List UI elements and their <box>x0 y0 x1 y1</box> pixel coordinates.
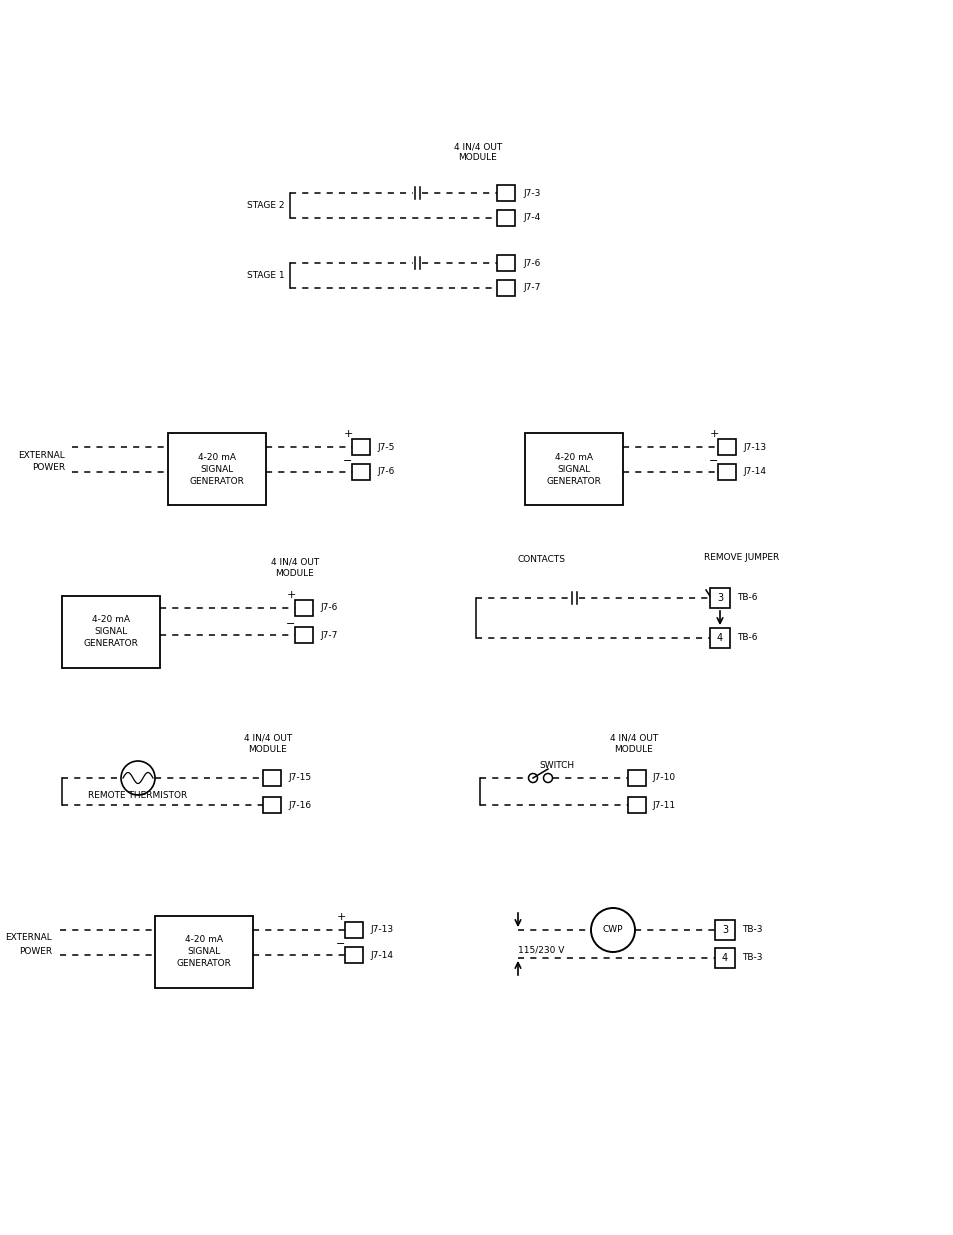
Text: GENERATOR: GENERATOR <box>84 640 138 648</box>
Text: −: − <box>709 456 718 466</box>
Text: J7-16: J7-16 <box>288 800 311 809</box>
Bar <box>497 280 515 296</box>
Text: SIGNAL: SIGNAL <box>557 464 590 473</box>
Text: J7-10: J7-10 <box>651 773 675 783</box>
Text: REMOVE JUMPER: REMOVE JUMPER <box>703 552 779 562</box>
Text: MODULE: MODULE <box>458 153 497 163</box>
Text: 115/230 V: 115/230 V <box>517 946 564 955</box>
Bar <box>352 464 370 480</box>
Bar <box>709 629 729 648</box>
Text: 3: 3 <box>717 593 722 603</box>
Bar <box>345 947 363 963</box>
Text: SIGNAL: SIGNAL <box>94 627 128 636</box>
Text: REMOTE THERMISTOR: REMOTE THERMISTOR <box>89 792 188 800</box>
Text: J7-14: J7-14 <box>742 468 765 477</box>
Text: J7-11: J7-11 <box>651 800 675 809</box>
Bar <box>352 438 370 454</box>
Bar <box>627 769 645 785</box>
Text: MODULE: MODULE <box>275 568 314 578</box>
Text: J7-13: J7-13 <box>370 925 393 935</box>
Text: +: + <box>709 429 718 438</box>
Text: GENERATOR: GENERATOR <box>546 477 600 485</box>
Text: 4 IN/4 OUT: 4 IN/4 OUT <box>454 142 501 152</box>
Text: STAGE 1: STAGE 1 <box>247 270 285 279</box>
Bar <box>714 920 734 940</box>
Text: EXTERNAL: EXTERNAL <box>6 934 52 942</box>
Bar <box>627 797 645 813</box>
Text: TB-3: TB-3 <box>741 925 761 935</box>
Bar <box>709 588 729 608</box>
Text: J7-15: J7-15 <box>288 773 311 783</box>
Bar <box>524 433 622 505</box>
Text: EXTERNAL: EXTERNAL <box>18 451 65 459</box>
Text: 4: 4 <box>717 634 722 643</box>
Text: 4: 4 <box>721 953 727 963</box>
Bar <box>714 948 734 968</box>
Text: 3: 3 <box>721 925 727 935</box>
Bar <box>294 600 313 616</box>
Text: −: − <box>343 456 353 466</box>
Text: SIGNAL: SIGNAL <box>200 464 233 473</box>
Text: TB-3: TB-3 <box>741 953 761 962</box>
Text: CWP: CWP <box>602 925 622 935</box>
Text: 4 IN/4 OUT: 4 IN/4 OUT <box>244 734 292 742</box>
Text: J7-6: J7-6 <box>522 258 539 268</box>
Bar <box>154 916 253 988</box>
Text: J7-7: J7-7 <box>319 631 337 640</box>
Bar <box>263 769 281 785</box>
Text: J7-14: J7-14 <box>370 951 393 960</box>
Bar <box>263 797 281 813</box>
Text: POWER: POWER <box>31 463 65 473</box>
Bar <box>497 254 515 270</box>
Text: SIGNAL: SIGNAL <box>187 947 220 956</box>
Text: 4 IN/4 OUT: 4 IN/4 OUT <box>609 734 658 742</box>
Text: J7-6: J7-6 <box>376 468 394 477</box>
Text: GENERATOR: GENERATOR <box>190 477 244 485</box>
Text: TB-6: TB-6 <box>737 594 757 603</box>
Text: 4-20 mA: 4-20 mA <box>185 935 223 945</box>
Bar <box>497 185 515 201</box>
Text: STAGE 2: STAGE 2 <box>247 200 285 210</box>
Text: J7-5: J7-5 <box>376 442 394 452</box>
Bar <box>168 433 266 505</box>
Text: MODULE: MODULE <box>249 745 287 753</box>
Bar <box>718 464 735 480</box>
Text: 4-20 mA: 4-20 mA <box>91 615 130 625</box>
Text: GENERATOR: GENERATOR <box>176 960 232 968</box>
Text: J7-3: J7-3 <box>522 189 539 198</box>
Text: CONTACTS: CONTACTS <box>517 556 565 564</box>
Text: +: + <box>336 911 345 923</box>
Bar <box>294 627 313 643</box>
Text: 4-20 mA: 4-20 mA <box>198 452 235 462</box>
Text: 4-20 mA: 4-20 mA <box>555 452 593 462</box>
Text: +: + <box>286 590 295 600</box>
Text: 4 IN/4 OUT: 4 IN/4 OUT <box>271 557 319 567</box>
Text: MODULE: MODULE <box>614 745 653 753</box>
Text: −: − <box>336 939 345 948</box>
Bar <box>718 438 735 454</box>
Text: J7-6: J7-6 <box>319 604 337 613</box>
Bar <box>345 923 363 939</box>
Bar <box>62 597 160 668</box>
Text: +: + <box>343 429 353 438</box>
Text: TB-6: TB-6 <box>737 634 757 642</box>
Text: SWITCH: SWITCH <box>538 762 574 771</box>
Bar <box>497 210 515 226</box>
Text: J7-13: J7-13 <box>742 442 765 452</box>
Text: J7-7: J7-7 <box>522 284 539 293</box>
Text: J7-4: J7-4 <box>522 214 539 222</box>
Text: POWER: POWER <box>19 946 52 956</box>
Text: −: − <box>286 619 295 629</box>
